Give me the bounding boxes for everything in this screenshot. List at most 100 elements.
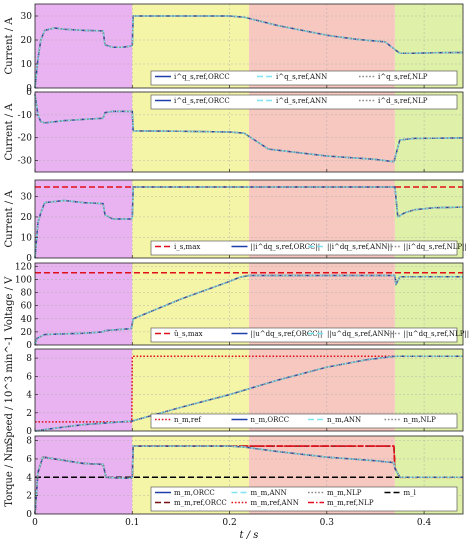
y-axis-label: Current / A [4,17,15,75]
x-tick-label: 0 [32,518,38,528]
legend-label: m_m,ORCC [174,489,215,497]
y-tick-label: 0 [26,510,32,520]
legend-box [150,486,458,512]
y-axis-label: Voltage / V [4,276,15,333]
legend-label: ||i^dq_s,ref,ANN|| [327,243,392,251]
y-tick-label: 20 [21,213,33,223]
legend: i^d_s,ref,ORCC i^d_s,ref,ANN i^d_s,ref,NLP [150,94,458,110]
region-shade [35,4,133,88]
y-axis-label: Torque / Nm [4,443,15,507]
y-tick-label: 20 [21,36,33,46]
legend-box [150,70,458,86]
legend-label: ||i^dq_s,ref,NLP|| [404,243,467,251]
legend-box [150,413,458,429]
legend-label: ||u^dq_s,ref,NLP|| [404,330,470,338]
legend-label: i^d_s,ref,NLP [378,97,428,105]
y-axis-label: Speed / 10^3 min^-1 [4,335,15,444]
legend-label: m_l [404,489,417,497]
y-tick-label: 8 [26,354,32,364]
series-line [34,445,463,515]
legend-label: ||u^dq_s,ref,ANN|| [327,330,394,338]
series-line [34,94,464,163]
axes-frame [34,91,464,173]
y-tick-label: 30 [21,12,33,22]
x-tick-label: 0.3 [320,518,335,528]
y-axis-label: Current / A [4,190,15,248]
y-tick-label: 6 [26,372,32,382]
y-tick-label: 10 [21,233,33,243]
y-tick-label: 120 [15,262,32,272]
legend-label: m_m,ref,ANN [251,499,299,507]
legend: m_m,ORCC m_m,ANN m_m,NLP m_l m_m,ref,ORCC m_m… [150,486,458,512]
series-line [35,355,463,423]
legend-box [150,240,458,256]
axes-frame [34,262,464,346]
legend: i^q_s,ref,ORCC i^q_s,ref,ANN i^q_s,ref,NLP [150,70,458,86]
legend-label: n_m,ANN [327,416,361,424]
y-tick-label: 4 [26,473,32,483]
y-tick-label: 20 [21,328,33,338]
axes-frame [34,348,464,432]
y-tick-label: -30 [18,157,33,167]
legend: i_s,max ||i^dq_s,ref,ORCC|| ||i^dq_s,ref,A… [150,240,467,256]
y-tick-label: 30 [21,192,33,202]
y-tick-label: 2 [26,492,32,502]
legend-box [150,327,458,343]
legend-label: n_m,ref [174,416,202,424]
y-tick-label: 60 [21,302,33,312]
legend-label: m_m,ANN [251,489,287,497]
x-tick-label: 0.2 [222,518,236,528]
y-tick-label: 4 [26,391,32,401]
legend: û_s,max ||u^dq_s,ref,ORCC|| ||u^dq_s,ref,A… [150,327,470,343]
legend-label: i^d_s,ref,ORCC [174,97,230,105]
region-shade [35,436,133,514]
region-shade [35,263,133,345]
legend-label: m_m,ref,NLP [327,499,374,507]
series-line [34,186,464,259]
legend-label: ||i^dq_s,ref,ORCC|| [251,243,321,251]
legend-box [150,94,458,110]
legend-label: m_m,ref,ORCC [174,499,227,507]
series-line [34,445,463,515]
axes-frame [34,435,464,515]
legend-label: ||u^dq_s,ref,ORCC|| [251,330,323,338]
legend-label: i^d_s,ref,ANN [276,97,327,105]
y-axis-label: Current / A [4,103,15,161]
y-tick-label: 10 [21,60,33,70]
y-tick-label: 100 [15,275,32,285]
legend-label: m_m,NLP [327,489,362,497]
region-shade [35,349,133,431]
y-tick-label: 8 [26,437,32,447]
y-tick-label: 80 [21,289,33,299]
legend-label: n_m,NLP [404,416,437,424]
y-tick-label: 0 [26,341,32,351]
series-line [34,355,463,432]
legend-label: n_m,ORCC [251,416,290,424]
y-tick-label: 40 [21,315,33,325]
y-tick-label: 2 [26,409,32,419]
y-tick-label: -10 [18,111,33,121]
region-shade [35,92,133,172]
panel-3: 0 10 20 30 Current / A i_s,max ||i^dq_s,ref,OR… [4,179,467,264]
legend-label: i^q_s,ref,ANN [276,73,327,81]
y-tick-label: 0 [26,84,32,94]
x-tick-label: 0.4 [417,518,432,528]
legend: n_m,ref n_m,ORCC n_m,ANN n_m,NLP [150,413,458,429]
y-tick-label: 0 [26,254,32,264]
y-tick-label: 6 [26,455,32,465]
x-tick-label: 0.1 [125,518,139,528]
axes-frame [34,3,464,89]
y-tick-label: 0 [26,88,32,98]
series-line [34,15,464,89]
series-line [34,274,463,346]
legend-label: i^q_s,ref,NLP [378,73,428,81]
legend-label: i^q_s,ref,ORCC [174,73,230,81]
legend-label: û_s,max [174,330,203,338]
legend-label: i_s,max [174,243,200,251]
